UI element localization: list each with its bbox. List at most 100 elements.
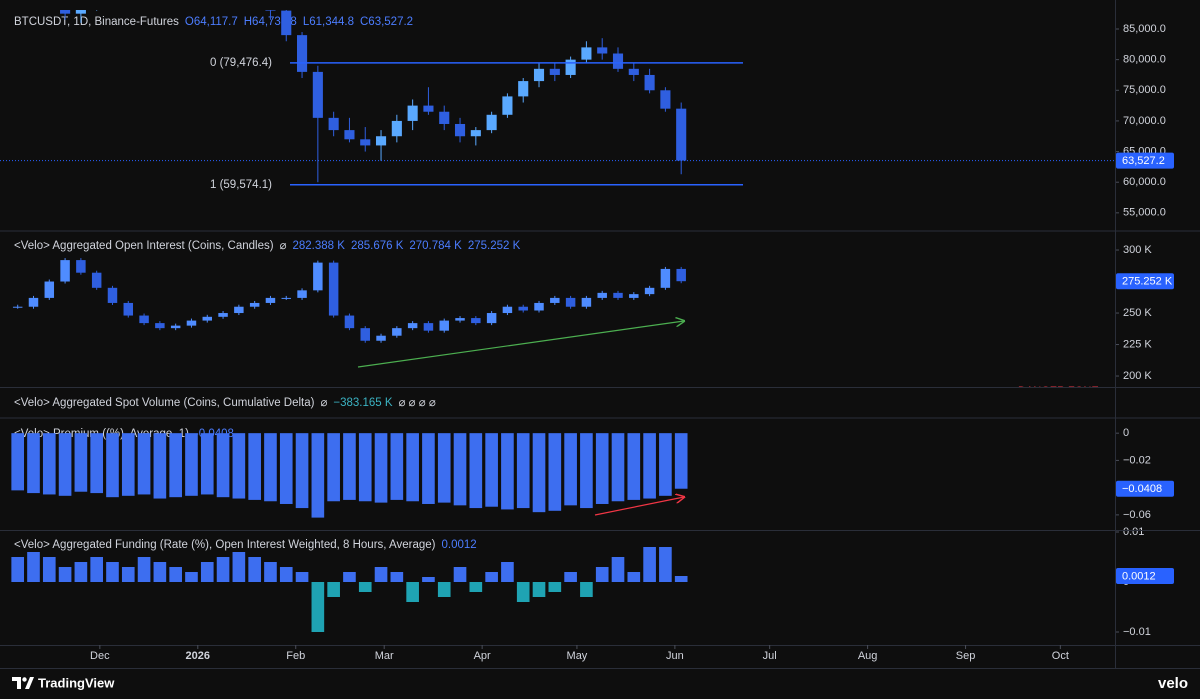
oi-candle <box>186 320 197 326</box>
x-tick-label: Apr <box>474 650 491 662</box>
bar <box>643 547 656 582</box>
last-value-badge <box>1116 568 1174 584</box>
oi-candle <box>407 323 418 329</box>
y-tick-label: 300 K <box>1123 244 1152 256</box>
bar <box>137 433 151 495</box>
oi-candle <box>676 268 686 282</box>
candle-body <box>565 59 576 75</box>
y-tick-label: 200 K <box>1123 370 1152 382</box>
y-tick-label: 225 K <box>1123 338 1152 350</box>
bar <box>564 433 577 506</box>
y-tick-label: 55,000.0 <box>1123 207 1166 219</box>
bar <box>74 433 88 492</box>
bar <box>153 433 167 499</box>
bar <box>532 433 546 513</box>
y-tick-label: 60,000.0 <box>1123 176 1166 188</box>
bar <box>422 433 435 504</box>
bar <box>453 433 467 506</box>
oi-candle <box>486 313 497 324</box>
y-tick-label: 0.01 <box>1123 526 1144 538</box>
bar <box>469 582 483 592</box>
candle-body <box>533 68 545 82</box>
bar <box>248 433 261 500</box>
bar <box>611 433 625 502</box>
bar <box>580 433 593 509</box>
bar <box>627 433 641 500</box>
candle-body <box>676 108 687 161</box>
oi-candle <box>392 328 402 336</box>
bar <box>74 562 88 582</box>
trend-arrow <box>594 497 684 516</box>
oi-candle <box>12 306 23 308</box>
oi-candle <box>265 297 276 303</box>
oi-candle <box>565 297 576 307</box>
tradingview-logo <box>12 677 34 689</box>
oi-candle <box>328 262 339 316</box>
candle-body <box>265 10 276 11</box>
oi-candle <box>534 302 544 311</box>
bar <box>374 567 388 582</box>
x-tick-label: May <box>567 650 588 662</box>
bar <box>627 572 641 582</box>
candle-body <box>75 10 86 14</box>
source: velo <box>1158 675 1188 692</box>
oi-candle <box>281 297 291 299</box>
x-tick-label: 2026 <box>186 650 210 662</box>
candle-body <box>375 136 387 146</box>
header-value: ⌀ ⌀ ⌀ ⌀ <box>399 397 436 409</box>
candle-body <box>597 47 608 54</box>
bar <box>295 433 309 509</box>
y-tick-label: −0.06 <box>1123 509 1151 521</box>
bar <box>406 582 419 602</box>
bar <box>390 433 404 500</box>
y-tick-label: 80,000.0 <box>1123 54 1166 66</box>
header-value: C63,527.2 <box>360 16 413 28</box>
bar <box>580 582 593 597</box>
last-value-label: 63,527.2 <box>1122 155 1165 167</box>
candle-body <box>612 53 624 69</box>
oi-candle <box>297 290 307 298</box>
oi-candle <box>613 292 623 298</box>
pane-header: <Velo> Aggregated Open Interest (Coins, … <box>14 240 521 252</box>
bar <box>485 433 498 507</box>
bar <box>485 572 498 582</box>
x-tick-label: Sep <box>956 650 976 662</box>
bar <box>90 433 104 494</box>
bar <box>42 433 56 495</box>
pane-title: <Velo> Aggregated Open Interest (Coins, … <box>14 240 274 252</box>
candle-body <box>518 81 529 97</box>
bar <box>169 567 182 582</box>
bar <box>358 433 372 502</box>
oi-candle <box>155 323 165 329</box>
candle-body <box>296 35 308 72</box>
bar <box>659 433 672 496</box>
header-value: L61,344.8 <box>303 16 354 28</box>
x-tick-label: Jun <box>666 650 684 662</box>
bar <box>185 433 198 496</box>
bar <box>295 572 309 582</box>
oi-candle <box>123 302 134 316</box>
bar <box>248 557 261 582</box>
bar <box>90 557 104 582</box>
bar <box>27 552 40 582</box>
oi-candle <box>202 316 213 321</box>
bar <box>279 433 293 504</box>
bar <box>374 433 388 503</box>
bar <box>343 433 356 500</box>
candle-body <box>470 130 481 137</box>
header-value: 0.0012 <box>442 539 477 551</box>
bar <box>11 433 25 491</box>
bar <box>548 433 562 511</box>
candle-body <box>454 123 466 137</box>
oi-candle <box>170 325 181 329</box>
bar <box>327 433 340 502</box>
last-value-badge <box>1116 480 1174 497</box>
bar <box>200 562 214 582</box>
bar <box>311 433 325 518</box>
pane-data <box>60 10 687 183</box>
header-value: 270.784 K <box>409 240 462 252</box>
trend-arrow <box>357 321 684 368</box>
bar <box>469 433 483 509</box>
candle-body <box>439 111 450 124</box>
